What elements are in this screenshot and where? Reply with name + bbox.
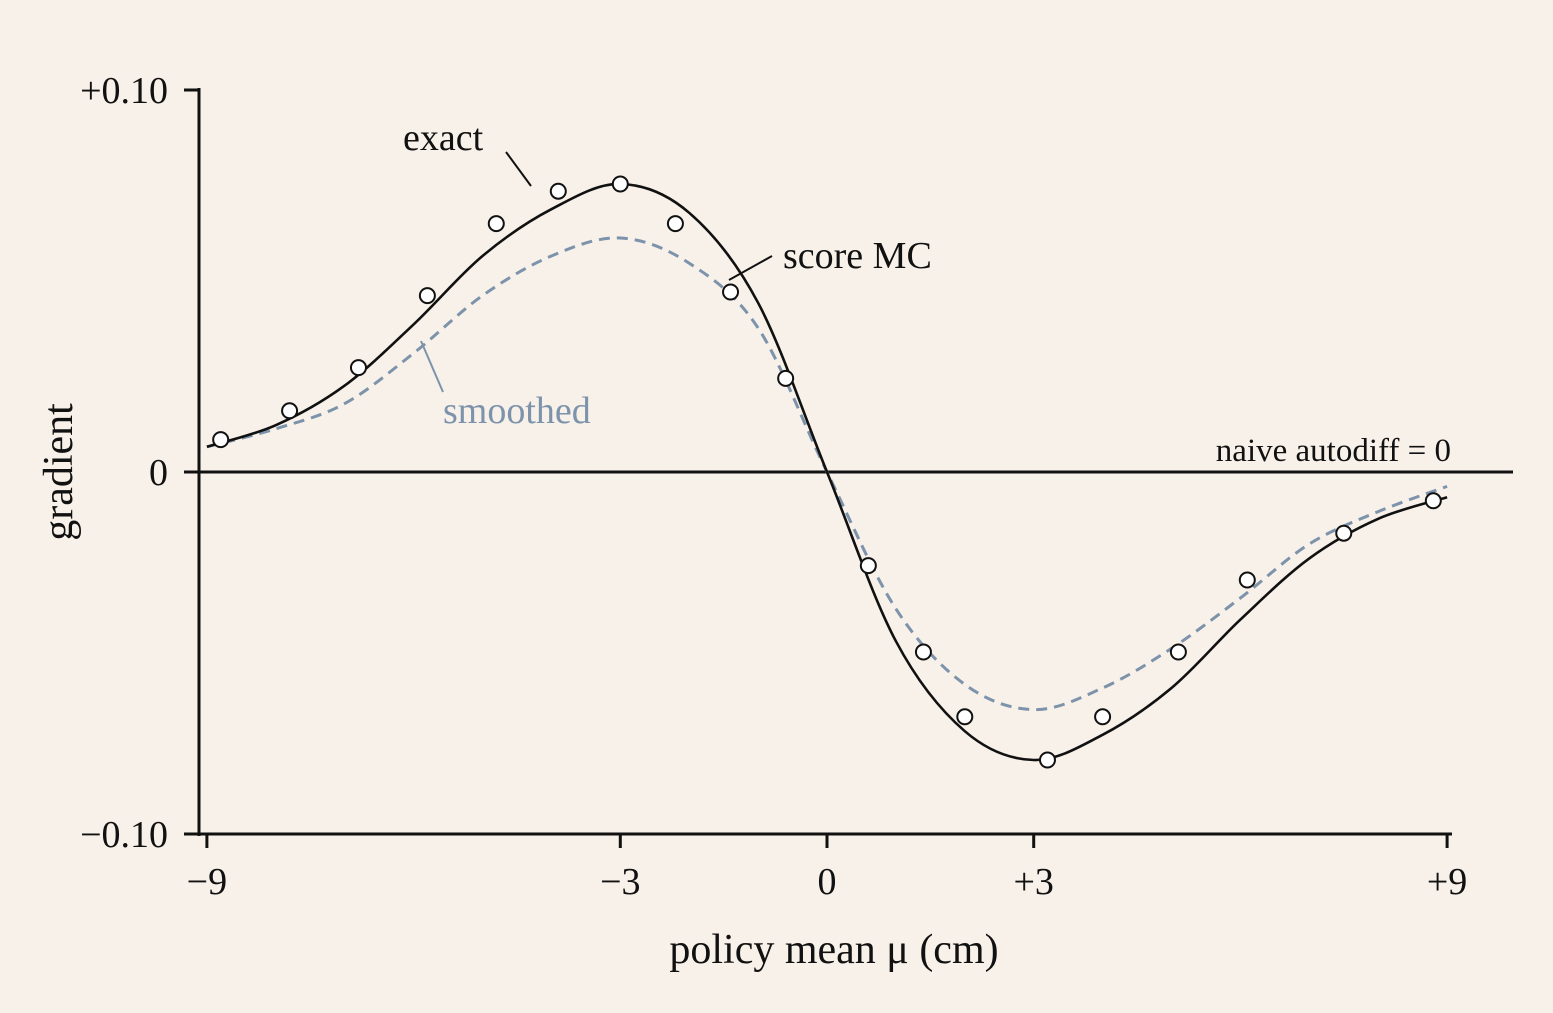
- score-mc-point: [1038, 751, 1056, 769]
- score-mc-point: [859, 557, 877, 575]
- score-mc-point: [722, 283, 740, 301]
- naive-autodiff-label: naive autodiff = 0: [1216, 433, 1451, 469]
- score-mc-point: [281, 402, 299, 420]
- x-tick-label: +3: [1013, 861, 1053, 903]
- y-ticks: +0.10 0 −0.10: [80, 70, 199, 856]
- x-ticks: −9 −3 0 +3 +9: [187, 834, 1467, 903]
- score-mc-point: [956, 708, 974, 726]
- score-mc-point: [1335, 524, 1353, 542]
- x-tick-label: −9: [187, 861, 227, 903]
- score-mc-point: [487, 215, 505, 233]
- score-mc-markers: [212, 175, 1442, 769]
- score-mc-point: [549, 182, 567, 200]
- exact-label: exact: [403, 117, 484, 159]
- score-mc-point: [212, 431, 230, 449]
- score-mc-point: [418, 287, 436, 305]
- score-mc-leader-line: [728, 255, 773, 281]
- y-tick-label: +0.10: [80, 70, 168, 112]
- score-mc-point: [349, 359, 367, 377]
- x-tick-label: +9: [1427, 861, 1467, 903]
- y-tick-label: −0.10: [80, 814, 168, 856]
- score-mc-point: [1094, 708, 1112, 726]
- exact-series-line: [206, 182, 1448, 762]
- score-mc-point: [1169, 643, 1187, 661]
- axes: [197, 88, 1452, 836]
- score-mc-point: [611, 175, 629, 193]
- score-mc-point: [914, 643, 932, 661]
- smoothed-leader-line: [420, 340, 444, 393]
- y-axis-title: gradient: [36, 403, 82, 541]
- y-tick-label: 0: [149, 452, 168, 494]
- x-tick-label: 0: [818, 861, 837, 903]
- score-mc-point: [666, 215, 684, 233]
- score-mc-point: [1424, 492, 1442, 510]
- annotations: exact score MC smoothed naive autodiff =…: [403, 117, 1451, 469]
- score-mc-label: score MC: [783, 235, 932, 277]
- exact-leader-line: [505, 151, 532, 187]
- smoothed-label: smoothed: [443, 390, 591, 432]
- x-axis-title: policy mean μ (cm): [669, 927, 998, 973]
- score-mc-point: [1238, 571, 1256, 589]
- x-tick-label: −3: [600, 861, 640, 903]
- score-mc-point: [777, 369, 795, 387]
